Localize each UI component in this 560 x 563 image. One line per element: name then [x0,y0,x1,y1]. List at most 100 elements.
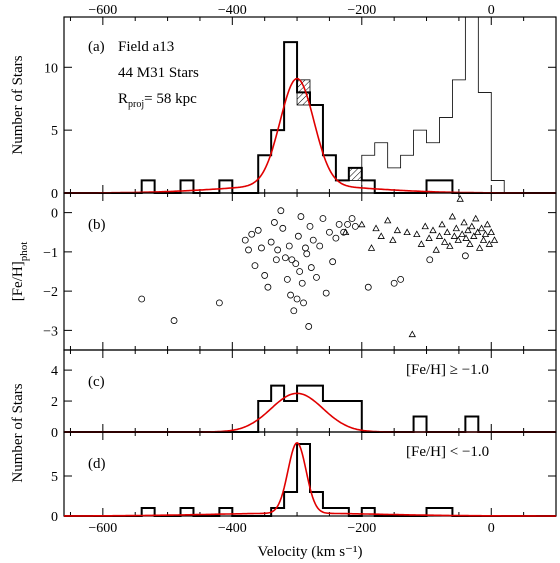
y-tick-label: 4 [51,364,58,379]
circle-point [348,215,356,222]
y-tick-label: −3 [43,324,58,339]
triangle-point [485,240,494,247]
circle-point [326,228,333,236]
circle-point [307,264,315,271]
circle-point [267,238,275,246]
circle-point [322,289,330,297]
triangle-point [468,222,476,230]
circle-point [351,222,359,230]
triangle-point [425,234,433,241]
circle-point [390,279,398,287]
circle-point [287,291,294,299]
circle-point [261,272,269,279]
y-tick-label: 0 [51,426,58,441]
circle-point [251,262,259,270]
circle-point [296,268,304,275]
circle-point [285,242,293,250]
panel-d: 0 5 −600 −400 −200 0 (d) [Fe/H] < −1.0 [51,431,557,536]
triangle-point [389,236,397,243]
triangle-point [429,226,437,234]
annotation-rproj: Rproj= 58 kpc [118,91,197,110]
circle-point [254,226,262,234]
panel-label: (d) [88,456,106,472]
triangle-point [440,238,449,245]
triangle-point [393,226,402,234]
circle-point [303,250,311,258]
circle-point [274,246,282,254]
triangle-point [421,222,429,230]
circle-point [277,207,285,215]
triangle-point [454,236,462,243]
triangle-point [472,214,480,222]
triangle-point [452,224,460,232]
x-tick-label: −200 [347,521,376,536]
panel-a: 0 5 10 −600 −400 −200 0 (a) Field a13 44 M31 Star… [44,3,557,202]
triangle-point [466,240,474,247]
triangle-point [487,228,495,236]
circle-point [364,283,372,291]
circle-point [279,224,287,232]
triangle-point [481,230,490,238]
x-tick-label: 0 [488,521,495,536]
triangle-point [490,236,499,243]
circle-point [319,215,327,222]
y-axis-label-b: [Fe/H]phot [10,242,30,302]
circle-point [344,220,351,228]
circle-point [302,244,309,252]
triangle-point [462,234,470,241]
annotation-stars: 44 M31 Stars [118,65,199,81]
y-tick-label: 2 [51,395,58,410]
triangle-point [417,240,426,247]
annotation-field: Field a13 [118,39,174,55]
panel-label: (c) [88,374,105,390]
triangle-point [470,232,478,239]
triangle-point [413,230,421,238]
triangle-point [483,220,492,228]
y-axis-label-cd: Number of Stars [10,383,26,482]
circle-point [215,299,223,307]
triangle-point [341,228,350,236]
triangle-point [443,228,451,236]
condition-label: [Fe/H] ≥ −1.0 [406,362,489,378]
triangle-point [458,230,466,238]
circle-point [293,295,301,303]
circle-point [283,275,291,283]
panel-b: 0 −1 −2 −3 (b) [43,192,557,351]
x-tick-label: −600 [88,521,117,536]
x-top-tick-label: −200 [347,3,376,18]
circle-point [397,275,405,283]
y-tick-label: 5 [51,124,58,139]
circle-point [294,232,302,240]
triangle-point [456,195,464,202]
circle-point [297,213,305,220]
hatched-bin [348,167,363,181]
circle-point [300,299,307,307]
circle-point [270,219,278,226]
triangle-point [464,226,472,234]
circle-point [281,254,289,262]
triangle-point [446,242,454,249]
x-top-tick-label: −400 [218,3,247,18]
circle-point [138,295,146,303]
y-tick-label: 0 [51,510,58,525]
circle-point [288,256,296,264]
triangle-point [384,216,392,224]
gaussian-fit-curve [64,441,556,517]
y-tick-label: 0 [51,207,58,222]
y-tick-label: 5 [51,470,58,485]
triangle-point [408,330,416,338]
gaussian-fit-curve [64,392,556,433]
circle-point [461,252,469,260]
circle-point [292,260,300,268]
triangle-point [477,224,486,232]
triangle-point [403,228,411,236]
circle-point [426,256,434,264]
triangle-point [367,244,376,251]
triangle-point [479,236,488,243]
circle-point [248,230,256,238]
circle-point [332,234,340,242]
circle-point [335,220,343,228]
circle-point [305,323,313,330]
triangle-point [448,212,457,220]
